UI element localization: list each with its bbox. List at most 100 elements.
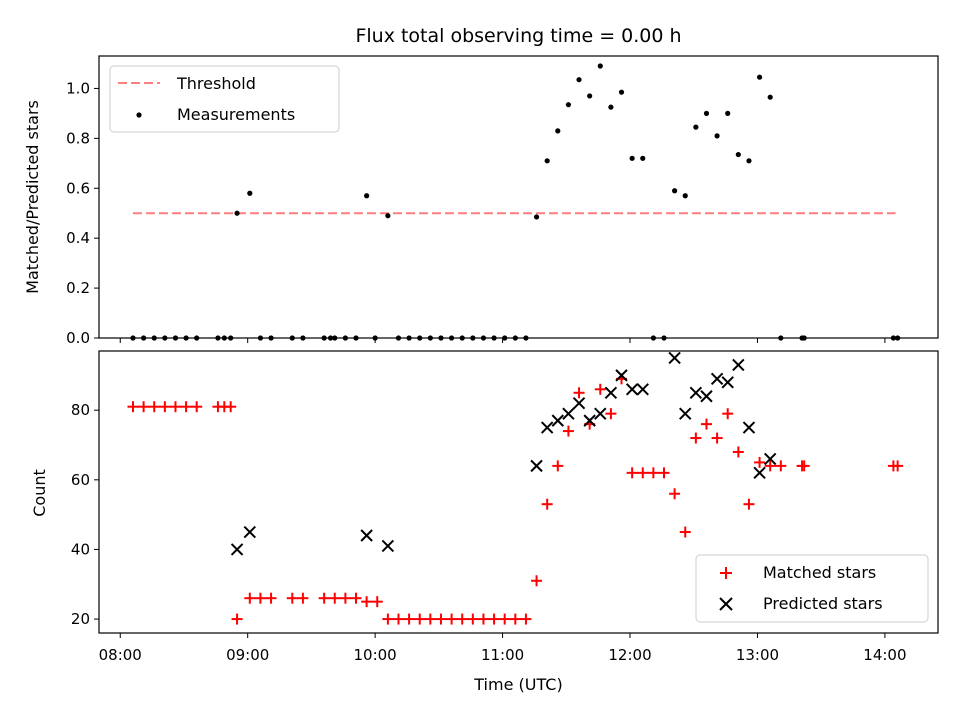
predicted-star-marker xyxy=(243,525,257,539)
matched-star-marker xyxy=(798,460,810,472)
matched-star-marker xyxy=(446,613,458,625)
chart-title: Flux total observing time = 0.00 h xyxy=(355,25,681,47)
predicted-star-marker xyxy=(604,386,618,399)
matched-star-marker xyxy=(594,383,606,395)
measurement-point xyxy=(597,63,603,69)
measurement-point xyxy=(247,190,253,196)
predicted-star-marker xyxy=(551,414,565,427)
bottom-x-tick-label: 08:00 xyxy=(99,646,142,664)
measurement-point xyxy=(587,93,593,99)
matched-star-marker xyxy=(159,401,171,413)
bottom-y-tick-label: 40 xyxy=(71,540,90,558)
matched-star-marker xyxy=(361,596,373,608)
matched-star-marker xyxy=(605,408,617,420)
measurements-legend-label: Measurements xyxy=(177,105,295,124)
matched-star-marker xyxy=(286,592,298,604)
predicted-star-marker xyxy=(594,407,607,420)
matched-star-marker xyxy=(414,613,426,625)
predicted-star-marker xyxy=(700,390,713,403)
bottom-x-tick-label: 09:00 xyxy=(226,646,269,664)
matched-star-marker xyxy=(764,460,776,472)
bottom-panel: 20 40 60 80 08:00 09:00 10:00 11:00 12:00 13:00 14… xyxy=(30,350,939,694)
predicted-star-marker xyxy=(583,414,596,427)
top-panel: 0.0 0.2 0.4 0.6 0.8 1.0 Matched/Predicted sta… xyxy=(23,55,939,347)
measurement-point xyxy=(735,151,741,158)
matched-star-marker xyxy=(732,446,744,458)
measurement-point xyxy=(544,158,550,164)
bottom-y-tick-label: 60 xyxy=(71,471,90,489)
matched-star-marker xyxy=(382,613,394,625)
matched-star-marker xyxy=(191,401,203,413)
predicted-stars-legend-label: Predicted stars xyxy=(763,594,883,613)
matched-star-marker xyxy=(392,613,404,625)
predicted-star-marker xyxy=(742,421,756,434)
measurement-point xyxy=(767,94,773,100)
predicted-star-marker xyxy=(572,397,586,410)
threshold-legend-label: Threshold xyxy=(176,74,256,93)
predicted-star-marker xyxy=(753,466,766,480)
matched-star-marker xyxy=(711,432,723,444)
matched-star-marker xyxy=(509,613,521,625)
predicted-star-marker xyxy=(540,421,554,434)
matched-star-marker xyxy=(562,425,574,437)
matched-star-marker xyxy=(743,498,755,510)
predicted-star-marker xyxy=(562,407,575,420)
predicted-star-marker xyxy=(721,376,734,389)
measurement-point xyxy=(756,74,763,80)
bottom-axes-frame xyxy=(98,350,939,634)
measurement-point xyxy=(555,128,561,134)
matched-star-marker xyxy=(754,456,766,468)
predicted-star-marker xyxy=(636,383,649,396)
matched-star-marker xyxy=(297,592,309,604)
bottom-y-tick-label: 80 xyxy=(71,401,90,419)
matched-star-marker xyxy=(679,526,691,538)
bottom-x-tick-label: 14:00 xyxy=(863,646,906,664)
matched-star-marker xyxy=(424,613,436,625)
measurement-point xyxy=(703,110,710,116)
predicted-star-marker xyxy=(381,539,395,553)
predicted-star-marker xyxy=(230,543,244,556)
measurement-point xyxy=(693,124,699,130)
measurement-point xyxy=(565,102,572,108)
measurement-point xyxy=(533,214,540,220)
matched-star-marker xyxy=(180,401,192,413)
matched-star-marker xyxy=(435,613,447,625)
matched-star-marker xyxy=(573,387,585,399)
predicted-star-marker xyxy=(732,358,745,372)
matched-star-marker xyxy=(225,401,237,413)
x-axis-label: Time (UTC) xyxy=(473,675,562,694)
bottom-legend: Matched stars Predicted stars xyxy=(695,554,929,623)
matched-star-marker xyxy=(231,613,243,625)
matched-star-marker xyxy=(690,432,702,444)
matched-star-marker xyxy=(520,613,532,625)
predicted-star-marker xyxy=(530,459,543,473)
matched-star-marker xyxy=(775,460,787,472)
measurement-point xyxy=(714,133,720,139)
matched-star-marker xyxy=(477,613,489,625)
matched-star-marker xyxy=(892,460,904,472)
matched-star-marker xyxy=(148,401,160,413)
measurement-point xyxy=(364,193,370,199)
measurement-point xyxy=(234,210,240,216)
matched-star-marker xyxy=(637,467,649,479)
bottom-x-tick-label: 12:00 xyxy=(608,646,651,664)
matched-star-marker xyxy=(169,401,181,413)
top-y-axis-label: Matched/Predicted stars xyxy=(23,100,42,294)
top-y-tick-label: 0.6 xyxy=(66,179,90,197)
bottom-y-tick-label: 20 xyxy=(71,610,90,628)
measurement-point xyxy=(640,155,646,161)
top-y-tick-label: 1.0 xyxy=(66,79,90,97)
measurement-point xyxy=(618,89,625,95)
measurement-point xyxy=(746,158,752,164)
matched-star-marker xyxy=(552,460,564,472)
top-y-tick-label: 0.2 xyxy=(66,279,90,297)
measurement-point xyxy=(725,110,731,116)
measurement-point xyxy=(682,193,688,199)
top-legend: Threshold Measurements xyxy=(109,65,340,133)
bottom-axis-ticks: 20 40 60 80 08:00 09:00 10:00 11:00 12:00 13:00 14… xyxy=(71,401,907,664)
matched-star-marker xyxy=(541,498,553,510)
predicted-star-marker xyxy=(360,529,373,542)
predicted-star-marker xyxy=(763,452,777,466)
predicted-star-marker xyxy=(615,369,628,382)
